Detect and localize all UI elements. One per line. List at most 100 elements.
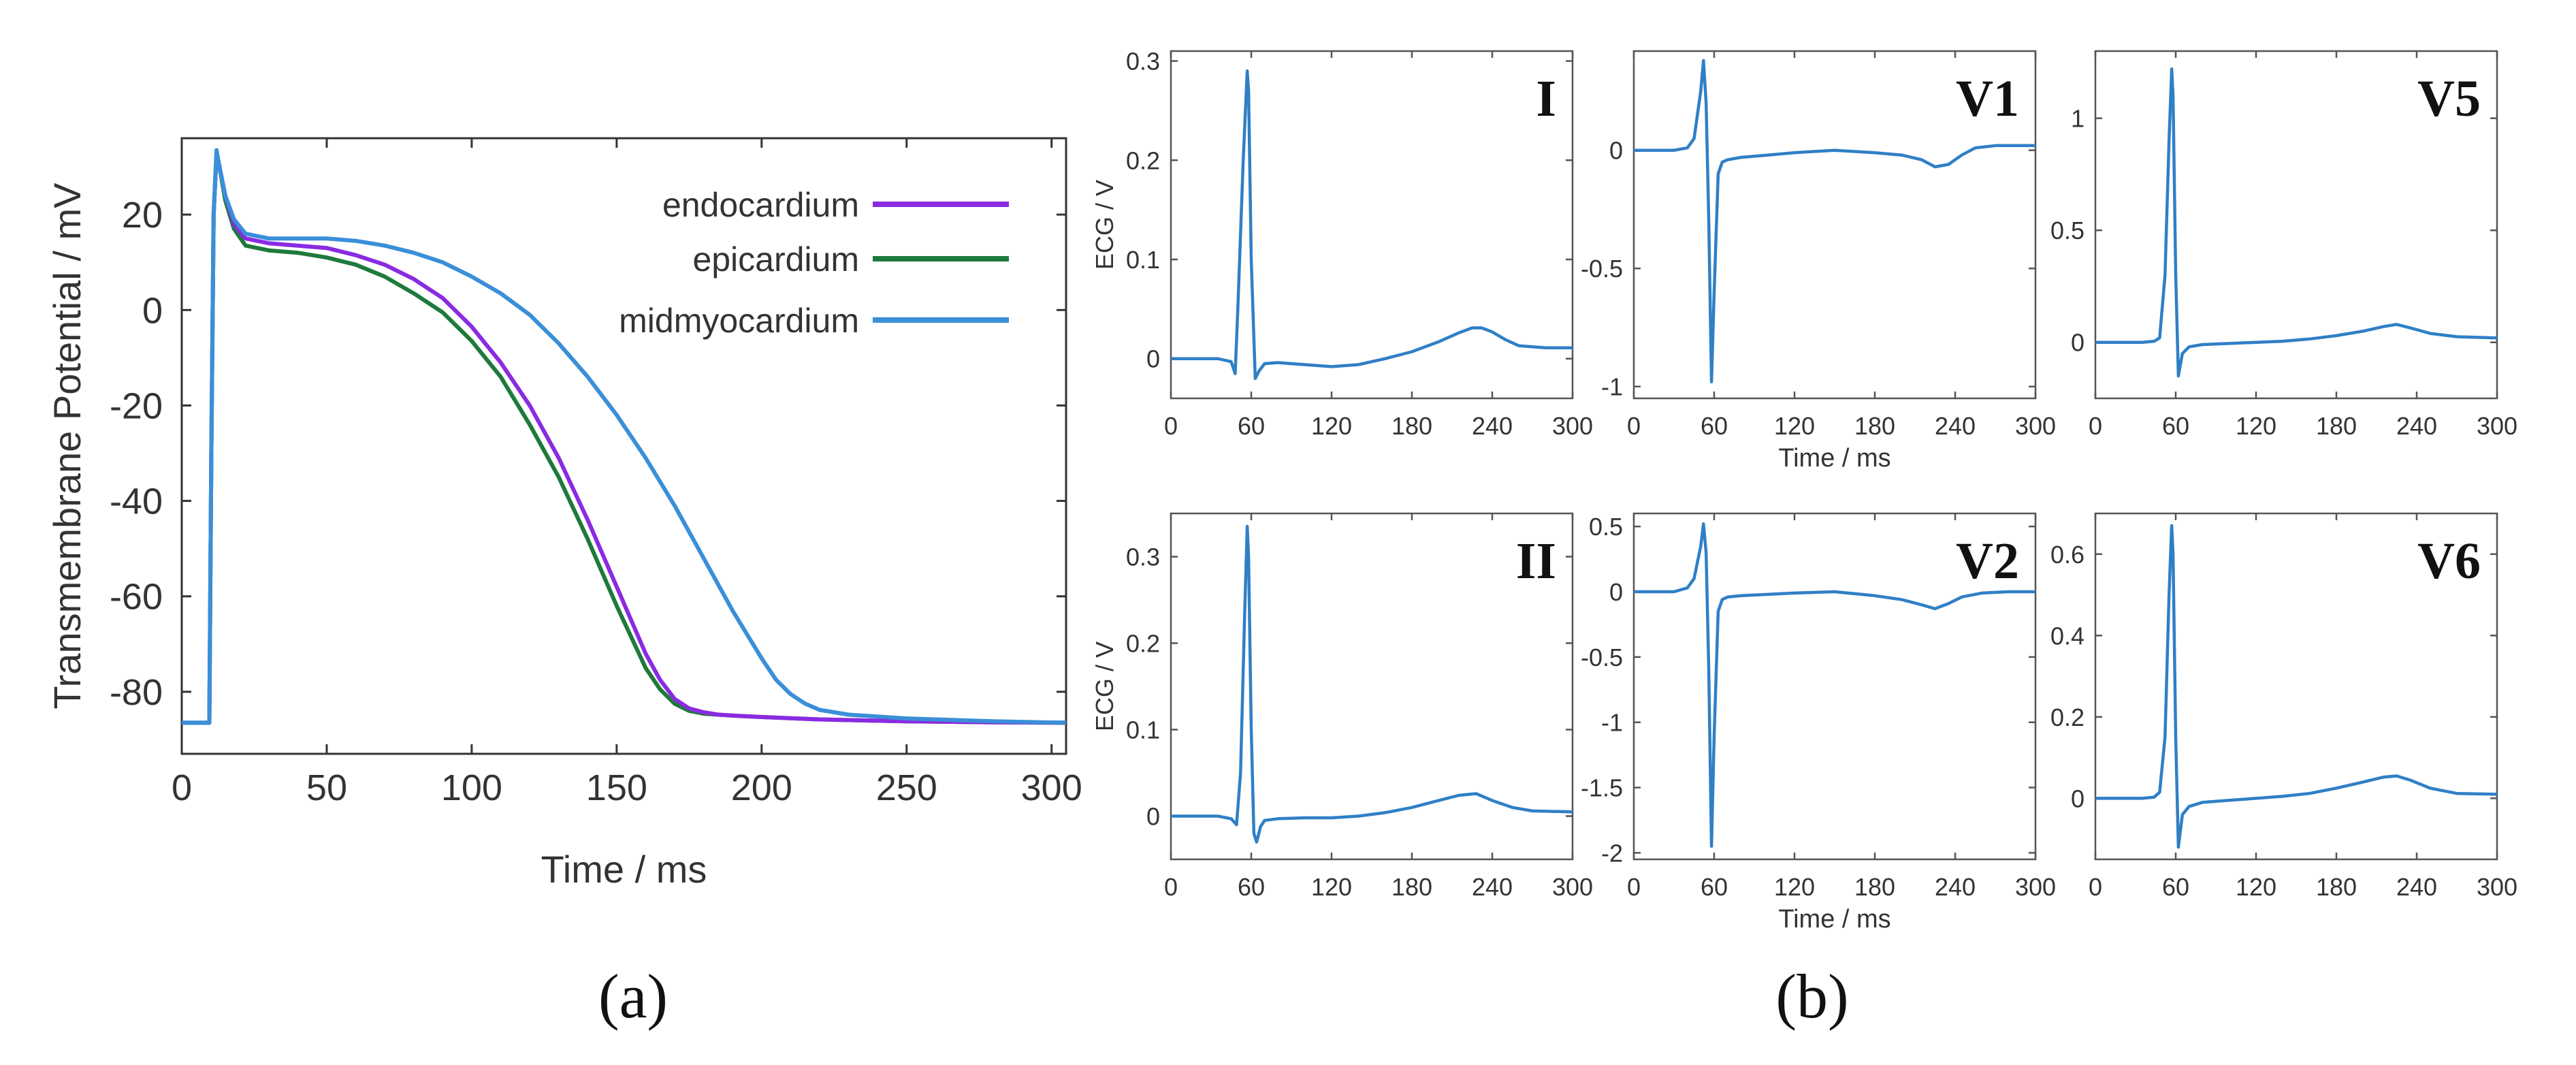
y-tick-label: -0.5 (1581, 643, 1623, 671)
x-tick-label: 120 (2236, 873, 2276, 901)
y-tick-label: 0 (1609, 137, 1623, 165)
y-tick-label: 0.5 (1589, 513, 1623, 541)
x-tick-label: 0 (1164, 412, 1178, 440)
y-tick-label: -1 (1601, 373, 1623, 401)
y-tick-label: -0.5 (1581, 255, 1623, 283)
x-axis-label: Time / ms (541, 848, 707, 891)
x-tick-label: 250 (876, 767, 937, 808)
x-tick-label: 0 (1627, 873, 1641, 901)
x-tick-label: 60 (2162, 873, 2189, 901)
y-tick-label: 0.4 (2050, 622, 2084, 650)
lead-label-V1: V1 (1956, 70, 2019, 127)
x-tick-label: 180 (1854, 873, 1895, 901)
x-tick-label: 0 (2089, 873, 2102, 901)
y-tick-label: 20 (122, 195, 163, 236)
x-tick-label: 300 (1021, 767, 1082, 808)
panel-b-caption: (b) (1775, 961, 1848, 1031)
y-tick-label: 0.3 (1126, 48, 1160, 76)
x-tick-label: 300 (2015, 412, 2056, 440)
y-tick-label: 0 (142, 290, 163, 331)
legend-label-epicardium: epicardium (692, 240, 859, 279)
ecg-trace-V5 (2095, 67, 2497, 378)
x-tick-label: 180 (2316, 873, 2357, 901)
y-tick-label: 0 (2071, 329, 2084, 357)
x-tick-label: 240 (2396, 412, 2437, 440)
x-tick-label: 200 (731, 767, 792, 808)
x-tick-label: 300 (2477, 412, 2517, 440)
x-tick-label: 300 (1552, 412, 1593, 440)
panel-a-caption: (a) (598, 961, 668, 1031)
y-tick-label: 0.2 (2050, 703, 2084, 731)
y-tick-label: 0 (2071, 784, 2084, 812)
ecg-trace-I (1171, 69, 1573, 381)
y-tick-label: 1 (2071, 105, 2084, 133)
y-tick-label: 0.5 (2050, 217, 2084, 244)
subplot-x-axis-label: Time / ms (1778, 444, 1890, 473)
y-tick-label: 0 (1146, 345, 1160, 373)
x-tick-label: 240 (1472, 873, 1513, 901)
y-tick-label: -80 (110, 672, 163, 713)
y-tick-label: -60 (110, 577, 163, 618)
x-tick-label: 100 (441, 767, 502, 808)
x-tick-label: 300 (1552, 873, 1593, 901)
x-tick-label: 300 (2477, 873, 2517, 901)
lead-label-V5: V5 (2417, 70, 2481, 127)
lead-label-II: II (1516, 532, 1556, 590)
x-tick-label: 0 (172, 767, 192, 808)
subplot-y-axis-label: ECG / V (1091, 180, 1118, 270)
x-tick-label: 240 (2396, 873, 2437, 901)
plot-frame (180, 137, 1067, 755)
ecg-trace-V2 (1634, 522, 2035, 848)
x-tick-label: 180 (2316, 412, 2357, 440)
y-tick-label: -40 (110, 481, 163, 522)
x-tick-label: 0 (2089, 412, 2102, 440)
x-tick-label: 120 (1774, 873, 1815, 901)
x-tick-label: 180 (1391, 412, 1432, 440)
x-tick-label: 300 (2015, 873, 2056, 901)
y-tick-label: 0 (1609, 578, 1623, 606)
panel-b-chart-grid: 0 60 120 180 240 300 0 0.1 0.2 0.3 I ECG / V 0 60 120 1… (1091, 48, 2517, 934)
x-tick-label: 120 (1774, 412, 1815, 440)
x-tick-label: 60 (1701, 412, 1728, 440)
x-tick-label: 240 (1935, 412, 1976, 440)
legend-label-endocardium: endocardium (662, 186, 859, 224)
x-tick-label: 60 (2162, 412, 2189, 440)
y-tick-label: 0.2 (1126, 146, 1160, 174)
subplot-frame-V1 (1632, 50, 2037, 400)
subplot-frame-V2 (1632, 512, 2037, 861)
series-line-midmyocardium (182, 148, 1066, 725)
x-tick-label: 120 (1311, 873, 1352, 901)
ecg-trace-V1 (1634, 59, 2035, 383)
y-tick-label: 0 (1146, 803, 1160, 831)
x-tick-label: 240 (1472, 412, 1513, 440)
y-tick-label: 0.2 (1126, 630, 1160, 658)
x-tick-label: 150 (586, 767, 647, 808)
x-tick-label: 120 (1311, 412, 1352, 440)
lead-label-V2: V2 (1956, 532, 2019, 590)
x-tick-label: 0 (1164, 873, 1178, 901)
subplot-y-axis-label: ECG / V (1091, 641, 1118, 731)
lead-label-I: I (1536, 70, 1556, 127)
x-tick-label: 60 (1238, 412, 1265, 440)
y-tick-label: -1.5 (1581, 774, 1623, 802)
lead-label-V6: V6 (2417, 532, 2481, 590)
y-tick-label: 0.1 (1126, 246, 1160, 274)
ecg-trace-V6 (2095, 524, 2497, 849)
y-tick-label: 0.3 (1126, 543, 1160, 571)
y-tick-label: -2 (1601, 839, 1623, 867)
x-tick-label: 240 (1935, 873, 1976, 901)
legend-label-midmyocardium: midmyocardium (619, 302, 859, 340)
subplot-x-axis-label: Time / ms (1778, 905, 1890, 934)
x-tick-label: 180 (1391, 873, 1432, 901)
x-tick-label: 0 (1627, 412, 1641, 440)
x-tick-label: 50 (306, 767, 347, 808)
subplot-frame-II (1170, 512, 1574, 861)
y-tick-label: -1 (1601, 709, 1623, 737)
y-tick-label: -20 (110, 385, 163, 426)
subplot-frame-V6 (2094, 512, 2498, 861)
y-axis-label: Transmembrane Potential / mV (46, 182, 88, 710)
ecg-trace-II (1171, 524, 1573, 844)
y-tick-label: 0.6 (2050, 541, 2084, 569)
